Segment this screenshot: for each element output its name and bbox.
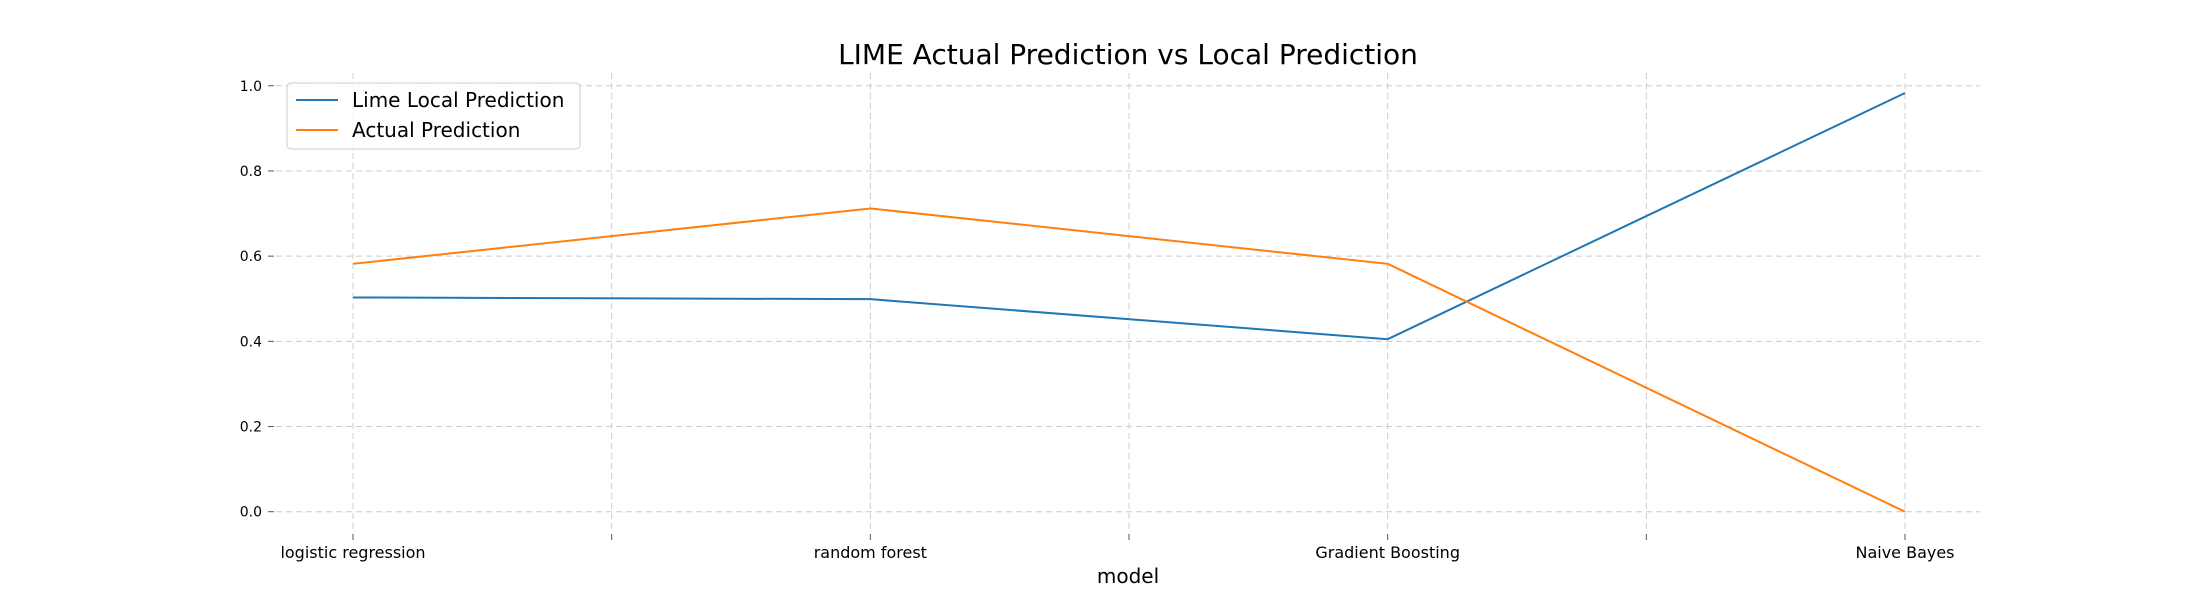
legend-label-lime-local: Lime Local Prediction — [352, 88, 564, 112]
chart-title: LIME Actual Prediction vs Local Predicti… — [838, 38, 1418, 71]
legend-label-actual: Actual Prediction — [352, 118, 520, 142]
x-tick-label: Gradient Boosting — [1315, 543, 1460, 562]
y-tick-label: 0.4 — [240, 334, 262, 350]
legend-box — [286, 82, 581, 150]
axis-ticks: 0.0 0.2 0.4 0.6 0.8 1.0 logistic regression ran… — [240, 79, 1955, 562]
x-axis-label: model — [1097, 564, 1159, 588]
x-tick-label: random forest — [814, 543, 927, 562]
y-tick-label: 0.2 — [240, 420, 262, 436]
series-line-actual-prediction — [352, 207, 1906, 513]
y-tick-label: 1.0 — [240, 79, 262, 95]
y-tick-label: 0.8 — [240, 164, 262, 180]
x-tick-label: logistic regression — [280, 543, 425, 562]
legend: Lime Local Prediction Actual Prediction — [286, 82, 581, 150]
y-tick-label: 0.6 — [240, 249, 262, 265]
series-line-lime-local-prediction — [352, 92, 1906, 341]
x-tick-label: Naive Bayes — [1855, 543, 1954, 562]
y-tick-label: 0.0 — [240, 505, 262, 521]
series-lines — [352, 92, 1906, 513]
